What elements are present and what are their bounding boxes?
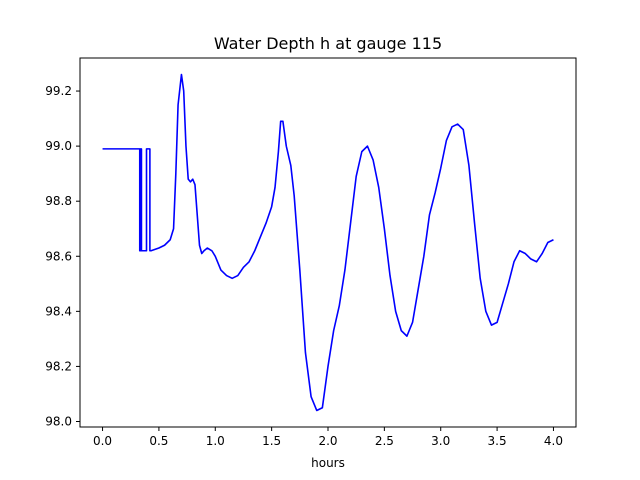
x-tick-label: 2.5: [375, 434, 394, 448]
x-tick-label: 0.5: [149, 434, 168, 448]
y-tick-label: 99.0: [45, 139, 72, 153]
y-tick-label: 98.2: [45, 359, 72, 373]
x-tick-label: 0.0: [93, 434, 112, 448]
y-axis: 98.0 98.2 98.4 98.6 98.8 99.0 99.2: [45, 84, 80, 428]
y-tick-label: 98.6: [45, 249, 72, 263]
x-axis: 0.0 0.5 1.0 1.5 2.0 2.5 3.0 3.5 4.0: [93, 427, 563, 448]
y-tick-label: 98.8: [45, 194, 72, 208]
y-tick-label: 98.0: [45, 414, 72, 428]
x-tick-label: 2.0: [318, 434, 337, 448]
y-tick-label: 99.2: [45, 84, 72, 98]
x-tick-label: 3.0: [431, 434, 450, 448]
x-axis-label: hours: [311, 456, 345, 470]
plot-content: [102, 73, 554, 412]
series-line-0: [102, 73, 554, 412]
y-tick-label: 98.4: [45, 304, 72, 318]
x-tick-label: 3.5: [488, 434, 507, 448]
x-tick-label: 1.5: [262, 434, 281, 448]
x-tick-label: 1.0: [206, 434, 225, 448]
chart-title: Water Depth h at gauge 115: [214, 34, 442, 53]
x-tick-label: 4.0: [544, 434, 563, 448]
